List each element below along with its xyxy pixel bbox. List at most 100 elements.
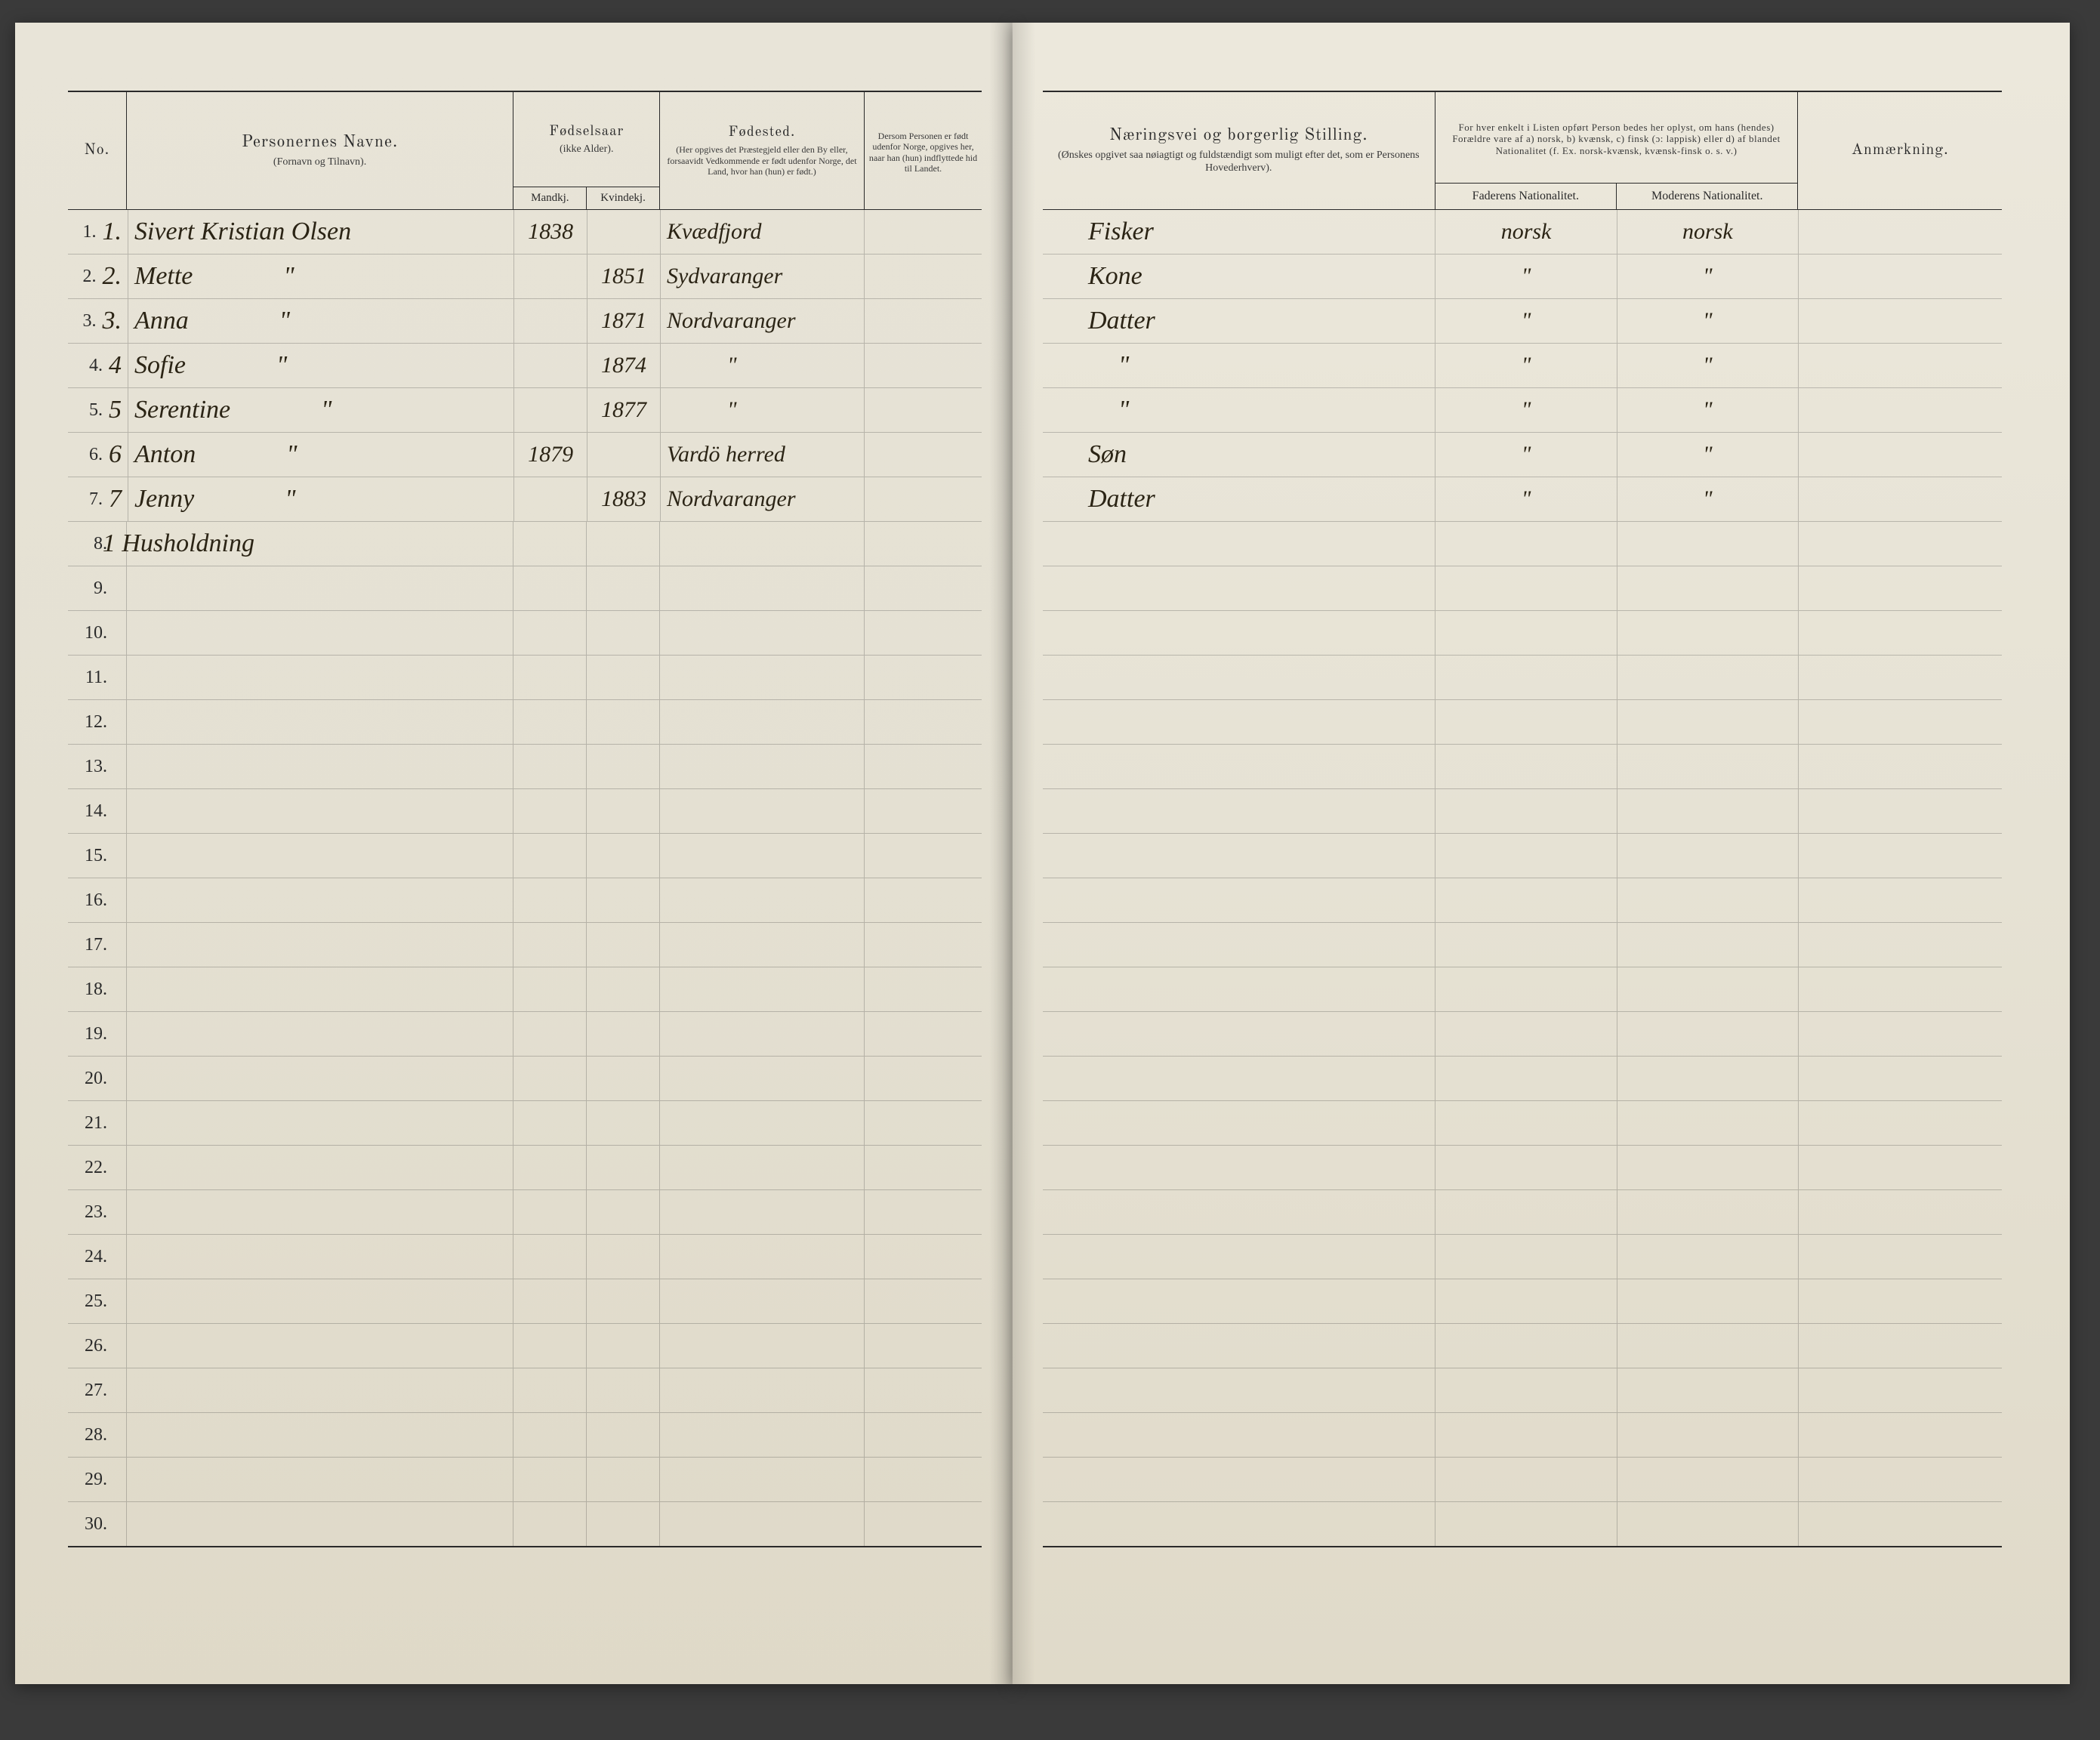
birth-year-male: 1879 bbox=[528, 442, 573, 467]
name-cell bbox=[127, 1057, 513, 1100]
table-row bbox=[1043, 656, 2002, 700]
birthplace: " bbox=[727, 353, 737, 378]
table-row: Søn"" bbox=[1043, 433, 2002, 477]
name-cell: Sivert Kristian Olsen bbox=[128, 210, 514, 254]
birth-male-cell bbox=[514, 388, 587, 432]
row-number-cell: 26. bbox=[68, 1324, 127, 1368]
birth-female-cell: 1883 bbox=[587, 477, 661, 521]
name-cell: Mette" bbox=[128, 255, 514, 298]
name-ditto: " bbox=[283, 262, 294, 291]
table-row: 23. bbox=[68, 1190, 982, 1235]
row-number-cell: 5.5 bbox=[68, 388, 128, 432]
birthplace: Vardö herred bbox=[667, 442, 785, 467]
printed-row-number: 19. bbox=[74, 1024, 113, 1044]
row-number-cell: 28. bbox=[68, 1413, 127, 1457]
name-ditto: " bbox=[286, 440, 297, 469]
table-row: """ bbox=[1043, 388, 2002, 433]
table-row: 30. bbox=[68, 1502, 982, 1547]
table-row: Datter " " bbox=[1043, 299, 2002, 344]
birthplace: Kvædfjord bbox=[667, 219, 762, 245]
header-nat-split: Faderens Nationalitet. Moderens National… bbox=[1435, 183, 1798, 209]
birth-year-male: 1838 bbox=[528, 219, 573, 245]
name-cell bbox=[127, 1458, 513, 1501]
person-name: Anton bbox=[134, 440, 196, 469]
person-name: Serentine bbox=[134, 396, 230, 424]
handwritten-row-number: 6 bbox=[109, 440, 122, 469]
printed-row-number: 25. bbox=[74, 1291, 113, 1312]
table-row: 2.2.Mette"1851Sydvaranger bbox=[68, 255, 982, 299]
table-row bbox=[1043, 1057, 2002, 1101]
birthplace: " bbox=[727, 397, 737, 423]
table-row bbox=[1043, 745, 2002, 789]
table-row bbox=[1043, 1413, 2002, 1458]
handwritten-row-number: 7 bbox=[109, 485, 122, 514]
birthplace: Nordvaranger bbox=[667, 486, 796, 512]
mother-nationality: " bbox=[1703, 308, 1713, 334]
name-cell bbox=[127, 923, 513, 967]
header-rem-title: Anmærkning. bbox=[1852, 141, 1949, 160]
header-place-title: Fødested. bbox=[729, 124, 796, 141]
father-nationality: " bbox=[1522, 264, 1531, 289]
printed-row-number: 9. bbox=[74, 578, 113, 599]
name-cell bbox=[127, 1324, 513, 1368]
header-occ-title: Næringsvei og borgerlig Stilling. bbox=[1109, 126, 1368, 147]
table-row: Kone"" bbox=[1043, 255, 2002, 299]
table-row: 9. bbox=[68, 566, 982, 611]
birthplace: Nordvaranger bbox=[667, 308, 796, 334]
row-number-cell: 16. bbox=[68, 878, 127, 922]
person-name: Anna bbox=[134, 307, 189, 335]
row-number-cell: 25. bbox=[68, 1279, 127, 1323]
row-number-cell: 3.3. bbox=[68, 299, 128, 343]
row-number-cell: 17. bbox=[68, 923, 127, 967]
header-no-label: No. bbox=[84, 141, 109, 160]
table-row: 10. bbox=[68, 611, 982, 656]
name-cell bbox=[127, 566, 513, 610]
row-number-cell: 18. bbox=[68, 967, 127, 1011]
name-cell bbox=[127, 789, 513, 833]
father-nationality: " bbox=[1522, 308, 1531, 334]
table-row bbox=[1043, 967, 2002, 1012]
occupation-cell: Datter bbox=[1043, 299, 1435, 343]
row-number-cell: 7.7 bbox=[68, 477, 128, 521]
table-row bbox=[1043, 1101, 2002, 1146]
name-ditto: " bbox=[321, 396, 331, 424]
header-name: Personernes Navne. (Fornavn og Tilnavn). bbox=[127, 92, 514, 209]
row-number-cell: 4.4 bbox=[68, 344, 128, 387]
table-row bbox=[1043, 1279, 2002, 1324]
occupation-cell: Datter bbox=[1043, 477, 1435, 521]
right-page: Næringsvei og borgerlig Stilling. (Ønske… bbox=[1013, 23, 2070, 1684]
table-row bbox=[1043, 1146, 2002, 1190]
name-cell: Sofie" bbox=[128, 344, 514, 387]
row-number-cell: 19. bbox=[68, 1012, 127, 1056]
name-cell bbox=[127, 1012, 513, 1056]
birth-male-cell bbox=[514, 255, 587, 298]
name-cell bbox=[127, 1146, 513, 1189]
birthplace-cell: Nordvaranger bbox=[661, 477, 865, 521]
row-number-cell: 6.6 bbox=[68, 433, 128, 477]
occupation-cell: " bbox=[1043, 344, 1435, 387]
occupation: " bbox=[1118, 396, 1129, 424]
mother-nationality-cell: " bbox=[1617, 433, 1799, 477]
occupation: Kone bbox=[1088, 262, 1143, 291]
printed-row-number: 2. bbox=[74, 267, 103, 287]
birth-male-cell bbox=[514, 477, 587, 521]
table-row: Datter"" bbox=[1043, 477, 2002, 522]
header-birth-sub: (ikke Alder). bbox=[549, 143, 624, 156]
father-nationality: " bbox=[1522, 397, 1531, 423]
name-cell bbox=[127, 1502, 513, 1546]
header-occ-sub: (Ønskes opgivet saa nøiagtigt og fuldstæ… bbox=[1046, 150, 1432, 175]
printed-row-number: 16. bbox=[74, 890, 113, 911]
birthplace-cell: " bbox=[661, 344, 865, 387]
mother-nationality: " bbox=[1703, 486, 1713, 512]
table-row: 7.7Jenny"1883Nordvaranger bbox=[68, 477, 982, 522]
name-cell bbox=[127, 1235, 513, 1279]
printed-row-number: 29. bbox=[74, 1470, 113, 1490]
printed-row-number: 10. bbox=[74, 623, 113, 643]
row-number-cell: 10. bbox=[68, 611, 127, 655]
name-cell bbox=[127, 1101, 513, 1145]
printed-row-number: 7. bbox=[74, 489, 109, 510]
birth-male-cell bbox=[514, 299, 587, 343]
header-birth-f: Kvindekj. bbox=[587, 187, 659, 209]
header-birth: Fødselsaar (ikke Alder). Mandkj. Kvindek… bbox=[513, 92, 659, 209]
table-row: 4.4Sofie"1874" bbox=[68, 344, 982, 388]
